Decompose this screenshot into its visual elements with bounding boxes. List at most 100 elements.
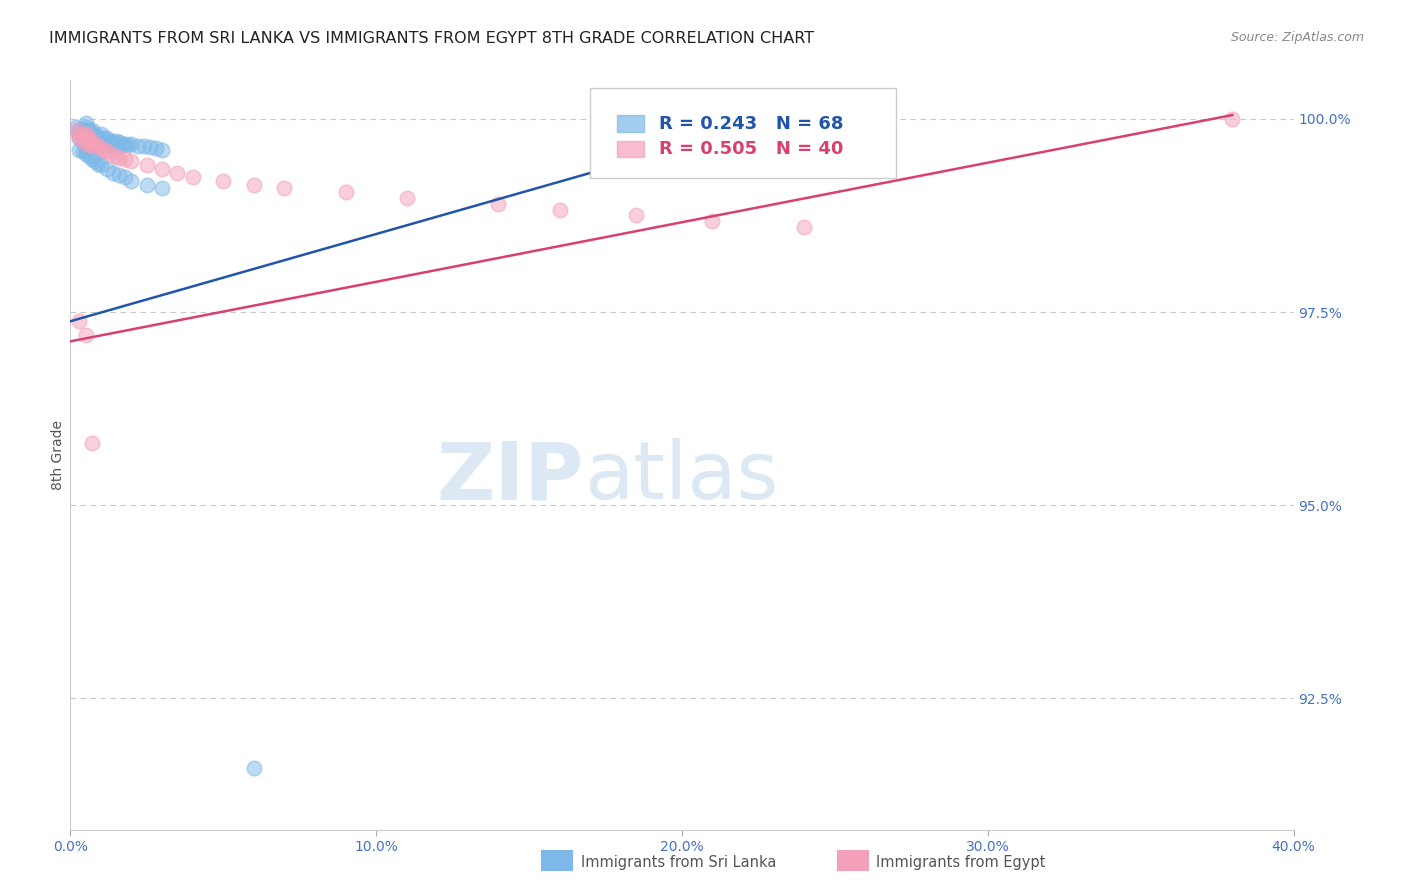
Point — [77, 136, 100, 151]
Point — [93, 131, 115, 145]
Point — [75, 116, 97, 130]
Point — [83, 128, 105, 142]
Point — [69, 131, 91, 145]
Point — [114, 137, 136, 152]
Point — [69, 314, 91, 328]
Point — [98, 134, 121, 148]
Point — [127, 139, 149, 153]
Point — [77, 128, 100, 142]
Point — [90, 141, 112, 155]
Point — [105, 136, 128, 151]
Point — [75, 131, 97, 145]
Point — [108, 139, 131, 153]
Point — [212, 174, 235, 188]
Point — [96, 131, 118, 145]
Point — [75, 146, 97, 161]
Point — [72, 128, 94, 142]
Point — [69, 128, 91, 142]
Point — [80, 131, 103, 145]
Point — [72, 128, 94, 142]
Point — [77, 123, 100, 137]
Point — [80, 139, 103, 153]
Point — [101, 135, 124, 149]
Point — [75, 135, 97, 149]
Point — [87, 135, 110, 149]
Text: Source: ZipAtlas.com: Source: ZipAtlas.com — [1230, 31, 1364, 45]
Point — [80, 134, 103, 148]
Point — [488, 197, 510, 211]
Point — [150, 162, 173, 177]
Point — [72, 145, 94, 159]
Text: ZIP: ZIP — [437, 438, 583, 516]
Point — [75, 328, 97, 343]
Point — [90, 128, 112, 142]
Point — [273, 181, 295, 195]
Point — [150, 181, 173, 195]
FancyBboxPatch shape — [591, 87, 896, 178]
Point — [93, 143, 115, 157]
Point — [243, 178, 266, 192]
Point — [69, 143, 91, 157]
Point — [75, 139, 97, 153]
Point — [96, 135, 118, 149]
Point — [90, 131, 112, 145]
Point — [108, 135, 131, 149]
Point — [111, 136, 134, 151]
Point — [80, 128, 103, 142]
Text: Immigrants from Sri Lanka: Immigrants from Sri Lanka — [581, 855, 776, 870]
Point — [114, 152, 136, 166]
Point — [75, 136, 97, 151]
Point — [243, 761, 266, 775]
Point — [69, 131, 91, 145]
Y-axis label: 8th Grade: 8th Grade — [51, 420, 65, 490]
Point — [77, 131, 100, 145]
Point — [135, 178, 157, 192]
Text: IMMIGRANTS FROM SRI LANKA VS IMMIGRANTS FROM EGYPT 8TH GRADE CORRELATION CHART: IMMIGRANTS FROM SRI LANKA VS IMMIGRANTS … — [49, 31, 814, 46]
Point — [77, 149, 100, 163]
Point — [105, 149, 128, 163]
Point — [121, 136, 143, 151]
Point — [108, 168, 131, 182]
Point — [83, 131, 105, 145]
Point — [77, 135, 100, 149]
Point — [83, 154, 105, 169]
Point — [114, 169, 136, 184]
Point — [96, 145, 118, 159]
Point — [65, 123, 87, 137]
Point — [145, 141, 167, 155]
Point — [75, 120, 97, 134]
Point — [166, 166, 188, 180]
Text: R = 0.243   N = 68: R = 0.243 N = 68 — [658, 115, 844, 133]
Point — [139, 140, 162, 154]
Point — [87, 157, 110, 171]
Point — [80, 152, 103, 166]
Point — [83, 139, 105, 153]
Point — [132, 139, 155, 153]
Point — [96, 162, 118, 177]
FancyBboxPatch shape — [617, 115, 644, 132]
Point — [121, 154, 143, 169]
Point — [75, 131, 97, 145]
Point — [624, 209, 647, 223]
Point — [72, 135, 94, 149]
Point — [108, 151, 131, 165]
Point — [83, 136, 105, 151]
Point — [121, 174, 143, 188]
Point — [72, 131, 94, 145]
Point — [90, 135, 112, 149]
Point — [72, 123, 94, 137]
Point — [395, 191, 418, 205]
Text: atlas: atlas — [583, 438, 779, 516]
Point — [87, 139, 110, 153]
Point — [69, 123, 91, 137]
Point — [101, 166, 124, 180]
Point — [90, 158, 112, 172]
Point — [75, 123, 97, 137]
Point — [135, 158, 157, 172]
Point — [80, 436, 103, 450]
Point — [98, 146, 121, 161]
Point — [75, 128, 97, 142]
Point — [335, 186, 357, 200]
Point — [65, 120, 87, 134]
Point — [702, 214, 724, 228]
